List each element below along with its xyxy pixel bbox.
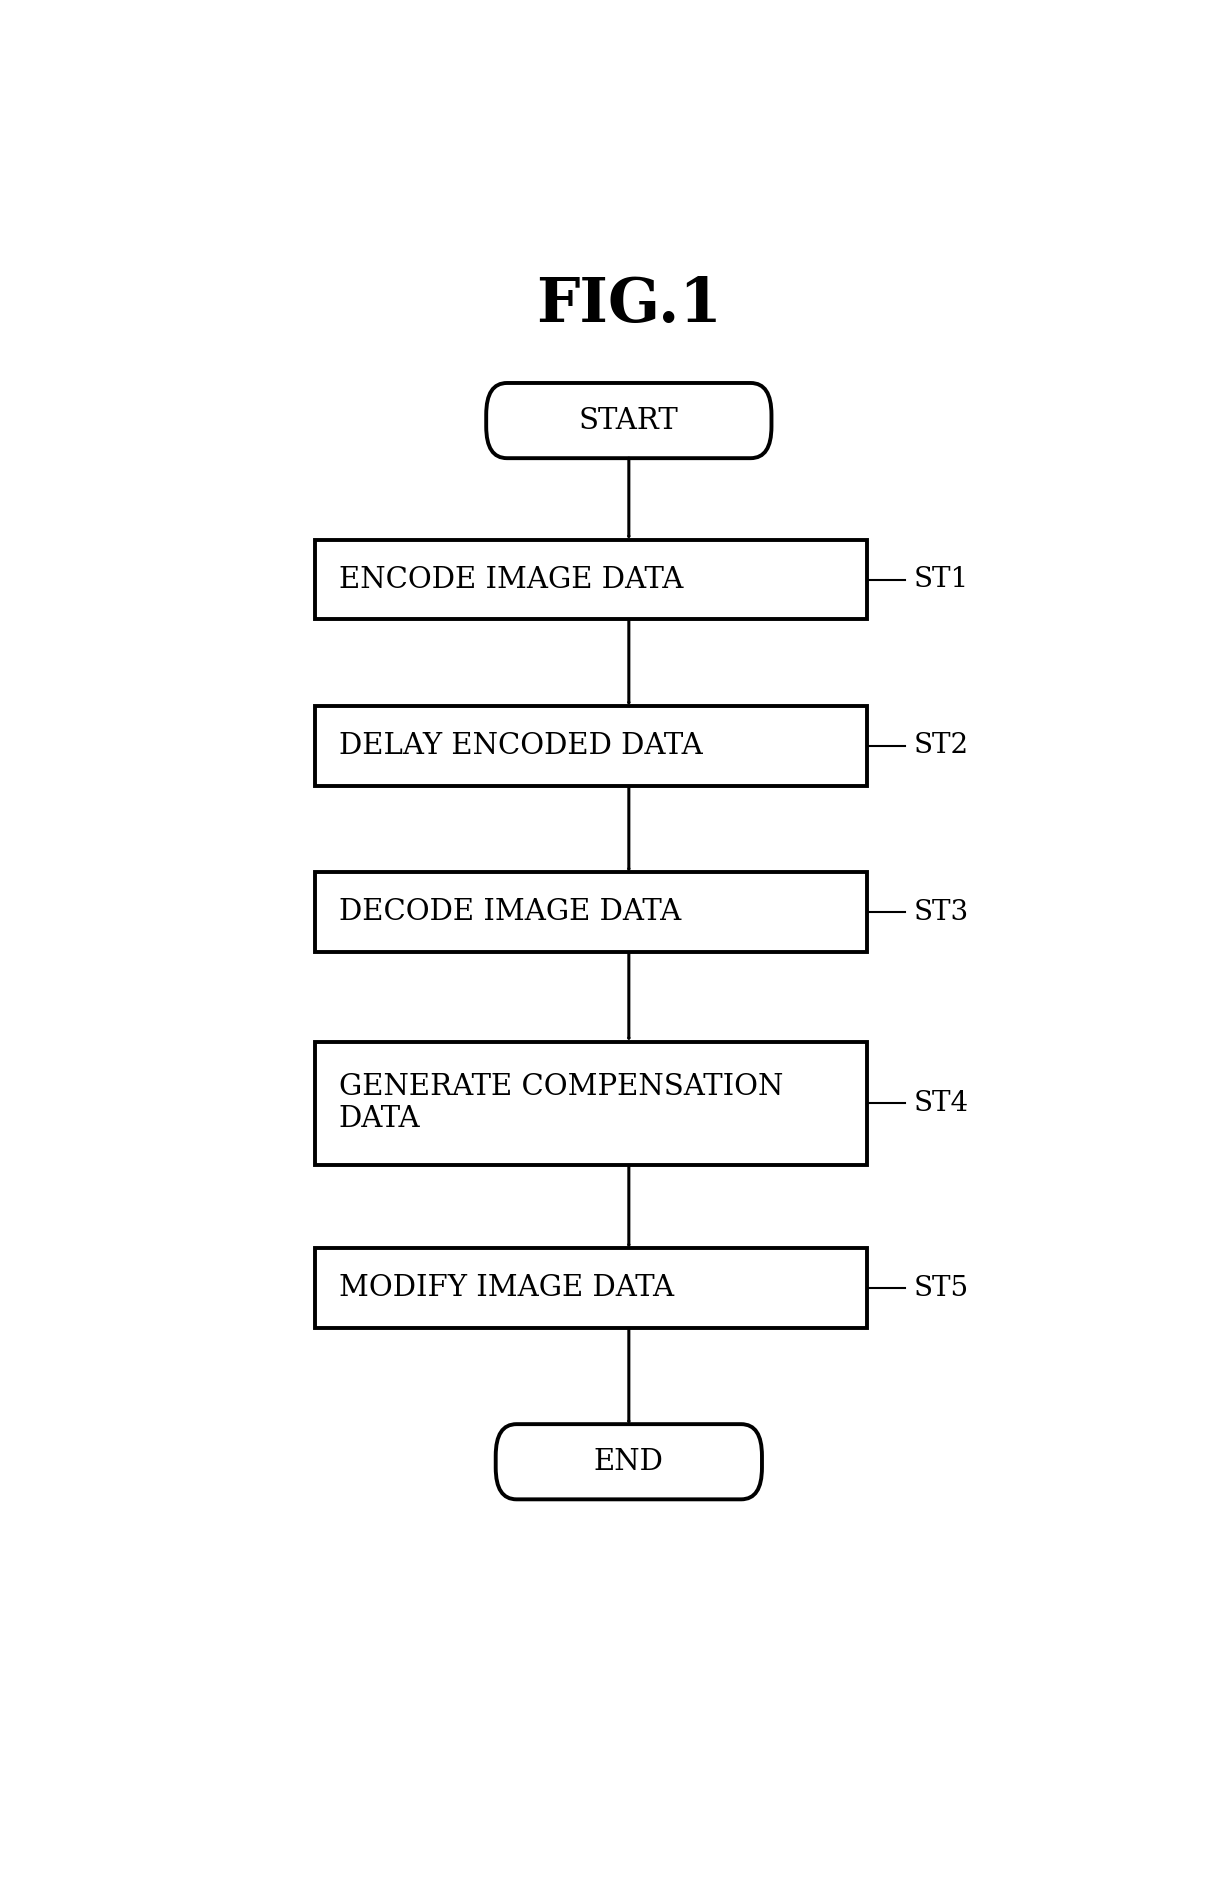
Bar (315, 1042, 866, 1164)
FancyBboxPatch shape (496, 1424, 762, 1499)
Text: DELAY ENCODED DATA: DELAY ENCODED DATA (339, 732, 703, 761)
Text: DECODE IMAGE DATA: DECODE IMAGE DATA (339, 898, 681, 926)
Text: ST3: ST3 (914, 900, 969, 926)
Text: ST4: ST4 (914, 1089, 969, 1117)
Text: FIG.1: FIG.1 (536, 274, 721, 334)
Text: GENERATE COMPENSATION
DATA: GENERATE COMPENSATION DATA (339, 1072, 783, 1132)
FancyBboxPatch shape (486, 383, 772, 458)
Bar (315, 873, 866, 952)
Text: ST5: ST5 (914, 1275, 969, 1301)
Bar (315, 706, 866, 785)
Bar (315, 1249, 866, 1328)
Text: START: START (579, 406, 679, 434)
Text: ST1: ST1 (914, 565, 969, 593)
Bar (315, 539, 866, 620)
Text: END: END (594, 1448, 664, 1476)
Text: MODIFY IMAGE DATA: MODIFY IMAGE DATA (339, 1273, 674, 1301)
Text: ST2: ST2 (914, 732, 969, 759)
Text: ENCODE IMAGE DATA: ENCODE IMAGE DATA (339, 565, 683, 593)
